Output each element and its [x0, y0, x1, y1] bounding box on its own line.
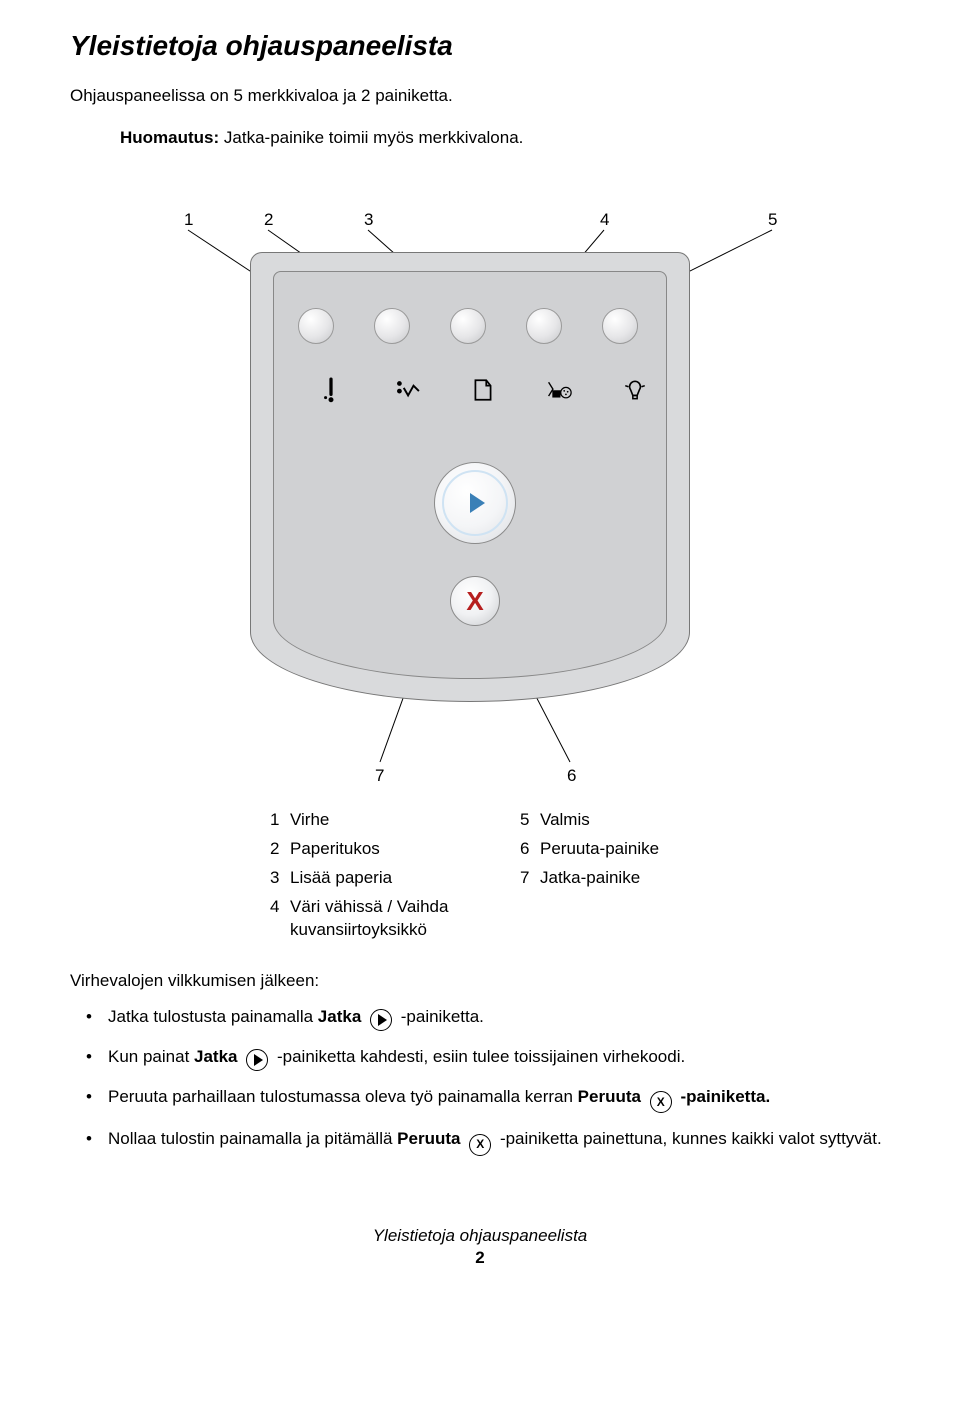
- continue-button[interactable]: [434, 462, 516, 544]
- callout-2: 2: [264, 210, 273, 230]
- error-icon: [316, 375, 346, 405]
- legend-label: Paperitukos: [290, 835, 520, 864]
- legend-label: Väri vähissä / Vaihda kuvansiirtoyksikkö: [290, 893, 520, 945]
- instructions-list: Jatka tulostusta painamalla Jatka -paini…: [78, 1005, 890, 1156]
- text: Nollaa tulostin painamalla ja pitämällä: [108, 1129, 397, 1148]
- peruuta-label: Peruuta: [578, 1087, 641, 1106]
- note: Huomautus: Jatka-painike toimii myös mer…: [120, 128, 890, 148]
- cancel-inline-icon: X: [469, 1134, 491, 1156]
- text: -painiketta kahdesti, esiin tulee toissi…: [277, 1047, 685, 1066]
- paper-jam-icon: [392, 375, 422, 405]
- list-item: Jatka tulostusta painamalla Jatka -paini…: [78, 1005, 890, 1031]
- page-title: Yleistietoja ohjauspaneelista: [70, 30, 890, 62]
- footer-title: Yleistietoja ohjauspaneelista: [70, 1226, 890, 1246]
- play-triangle-icon: [470, 493, 485, 513]
- page-footer: Yleistietoja ohjauspaneelista 2: [70, 1226, 890, 1268]
- panel-inner: X: [273, 271, 667, 679]
- legend-label: Jatka-painike: [540, 864, 700, 893]
- intro-text: Ohjauspaneelissa on 5 merkkivaloa ja 2 p…: [70, 86, 890, 106]
- note-text: Jatka-painike toimii myös merkkivalona.: [219, 128, 523, 147]
- callout-5: 5: [768, 210, 777, 230]
- control-panel-body: X: [250, 252, 690, 702]
- legend-label: Virhe: [290, 806, 520, 835]
- legend-num: 1: [270, 806, 290, 835]
- cancel-button[interactable]: X: [450, 576, 500, 626]
- led-load-paper: [450, 308, 486, 344]
- led-jam: [374, 308, 410, 344]
- list-item: Nollaa tulostin painamalla ja pitämällä …: [78, 1127, 890, 1155]
- play-triangle-icon: [378, 1014, 387, 1026]
- play-triangle-icon: [254, 1054, 263, 1066]
- load-paper-icon: [468, 375, 498, 405]
- text: Peruuta parhaillaan tulostumassa oleva t…: [108, 1087, 578, 1106]
- legend-label: Lisää paperia: [290, 864, 520, 893]
- ready-lightbulb-icon: [620, 375, 650, 405]
- callout-7: 7: [375, 766, 384, 786]
- after-error-heading: Virhevalojen vilkkumisen jälkeen:: [70, 971, 890, 991]
- toner-icon: [544, 375, 574, 405]
- legend-num: 3: [270, 864, 290, 893]
- jatka-label: Jatka: [194, 1047, 237, 1066]
- legend-label: Valmis: [540, 806, 700, 835]
- led-ready: [602, 308, 638, 344]
- led-error: [298, 308, 334, 344]
- peruuta-label: Peruuta: [397, 1129, 460, 1148]
- legend-label: Peruuta-painike: [540, 835, 700, 864]
- note-label: Huomautus:: [120, 128, 219, 147]
- legend-num: 6: [520, 835, 540, 864]
- callout-1: 1: [184, 210, 193, 230]
- callout-6: 6: [567, 766, 576, 786]
- text: -painiketta.: [680, 1087, 770, 1106]
- callout-3: 3: [364, 210, 373, 230]
- continue-ring: [442, 470, 508, 536]
- text: Jatka tulostusta painamalla: [108, 1007, 318, 1026]
- list-item: Peruuta parhaillaan tulostumassa oleva t…: [78, 1085, 890, 1113]
- legend-num: 5: [520, 806, 540, 835]
- legend-num: 2: [270, 835, 290, 864]
- jatka-label: Jatka: [318, 1007, 361, 1026]
- legend-table: 1 Virhe 5 Valmis 2 Paperitukos 6 Peruuta…: [270, 806, 890, 945]
- text: Kun painat: [108, 1047, 194, 1066]
- cancel-inline-icon: X: [650, 1091, 672, 1113]
- page-number: 2: [70, 1248, 890, 1268]
- callout-4: 4: [600, 210, 609, 230]
- continue-inline-icon: [246, 1049, 268, 1071]
- cancel-x-icon: X: [466, 586, 483, 617]
- list-item: Kun painat Jatka -painiketta kahdesti, e…: [78, 1045, 890, 1071]
- continue-inline-icon: [370, 1009, 392, 1031]
- icon-row: [316, 375, 650, 405]
- legend-num: 7: [520, 864, 540, 893]
- led-toner: [526, 308, 562, 344]
- control-panel-diagram: 1 2 3 4 5 7 6: [70, 162, 890, 802]
- text: -painiketta.: [401, 1007, 484, 1026]
- legend-num: 4: [270, 893, 290, 945]
- text: -painiketta painettuna, kunnes kaikki va…: [500, 1129, 882, 1148]
